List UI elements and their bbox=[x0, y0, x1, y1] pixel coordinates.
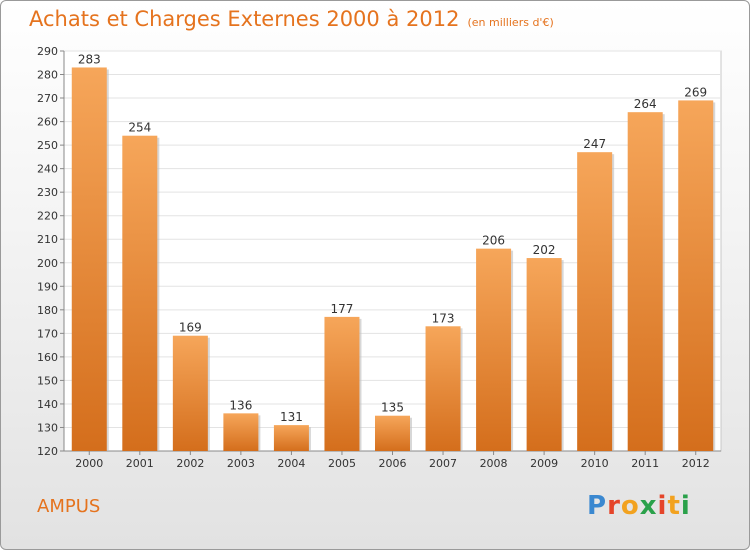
x-tick-label: 2002 bbox=[176, 457, 204, 470]
y-tick-label: 130 bbox=[37, 421, 58, 434]
x-tick-label: 2012 bbox=[682, 457, 710, 470]
bar-2000 bbox=[71, 67, 107, 452]
bar-2001 bbox=[122, 135, 158, 452]
y-tick-label: 210 bbox=[37, 233, 58, 246]
data-label: 136 bbox=[229, 398, 252, 412]
bar-2012 bbox=[678, 100, 714, 451]
y-tick-label: 140 bbox=[37, 398, 58, 411]
data-label: 202 bbox=[533, 243, 556, 257]
x-tick-label: 2003 bbox=[227, 457, 255, 470]
y-tick-label: 230 bbox=[37, 186, 58, 199]
chart-title-block: Achats et Charges Externes 2000 à 2012 (e… bbox=[29, 7, 554, 31]
data-label: 131 bbox=[280, 410, 303, 424]
y-tick-label: 150 bbox=[37, 374, 58, 387]
data-label: 283 bbox=[78, 52, 101, 66]
bar-2003 bbox=[223, 413, 259, 451]
y-tick-label: 120 bbox=[37, 445, 58, 458]
data-label: 206 bbox=[482, 234, 505, 248]
proxiti-logo[interactable]: Proxiti bbox=[587, 491, 691, 521]
chart-title: Achats et Charges Externes 2000 à 2012 bbox=[29, 7, 460, 31]
y-tick-label: 240 bbox=[37, 163, 58, 176]
bar-2006 bbox=[375, 415, 410, 451]
data-label: 264 bbox=[634, 97, 657, 111]
logo-letter: o bbox=[620, 491, 640, 521]
y-tick-label: 250 bbox=[37, 139, 58, 152]
y-tick-label: 280 bbox=[37, 69, 58, 82]
commune-name: AMPUS bbox=[37, 496, 101, 517]
x-tick-label: 2009 bbox=[530, 457, 558, 470]
x-tick-label: 2008 bbox=[480, 457, 508, 470]
y-tick-label: 270 bbox=[37, 92, 58, 105]
bar-2009 bbox=[526, 258, 562, 451]
data-label: 177 bbox=[331, 302, 354, 316]
y-tick-label: 200 bbox=[37, 257, 58, 270]
x-tick-label: 2004 bbox=[277, 457, 305, 470]
logo-letter: i bbox=[657, 491, 668, 521]
bar-2008 bbox=[476, 248, 512, 451]
x-tick-label: 2007 bbox=[429, 457, 457, 470]
bar-2004 bbox=[273, 425, 309, 451]
y-tick-label: 180 bbox=[37, 304, 58, 317]
y-tick-label: 190 bbox=[37, 280, 58, 293]
x-tick-label: 2001 bbox=[126, 457, 154, 470]
bar-2007 bbox=[425, 326, 461, 451]
data-label: 247 bbox=[583, 137, 606, 151]
data-label: 169 bbox=[179, 321, 202, 335]
y-tick-label: 220 bbox=[37, 210, 58, 223]
data-label: 173 bbox=[432, 311, 455, 325]
x-tick-label: 2006 bbox=[379, 457, 407, 470]
x-tick-label: 2000 bbox=[75, 457, 103, 470]
logo-letter: t bbox=[667, 491, 681, 521]
bar-2011 bbox=[627, 112, 663, 452]
bar-2010 bbox=[577, 152, 613, 452]
logo-letter: x bbox=[639, 491, 658, 521]
chart-subtitle: (en milliers d'€) bbox=[467, 16, 554, 29]
logo-letter: i bbox=[680, 491, 691, 521]
x-tick-label: 2005 bbox=[328, 457, 356, 470]
bar-2002 bbox=[172, 335, 208, 451]
data-label: 269 bbox=[684, 85, 707, 99]
y-tick-label: 160 bbox=[37, 351, 58, 364]
data-label: 135 bbox=[381, 401, 404, 415]
data-label: 254 bbox=[128, 121, 151, 135]
logo-letter: P bbox=[587, 491, 608, 521]
x-tick-label: 2010 bbox=[581, 457, 609, 470]
y-tick-label: 260 bbox=[37, 116, 58, 129]
bar-2005 bbox=[324, 316, 360, 451]
logo-letter: r bbox=[607, 491, 621, 521]
y-tick-label: 290 bbox=[37, 45, 58, 58]
plot-area bbox=[63, 50, 722, 452]
x-tick-label: 2011 bbox=[631, 457, 659, 470]
y-tick-label: 170 bbox=[37, 327, 58, 340]
